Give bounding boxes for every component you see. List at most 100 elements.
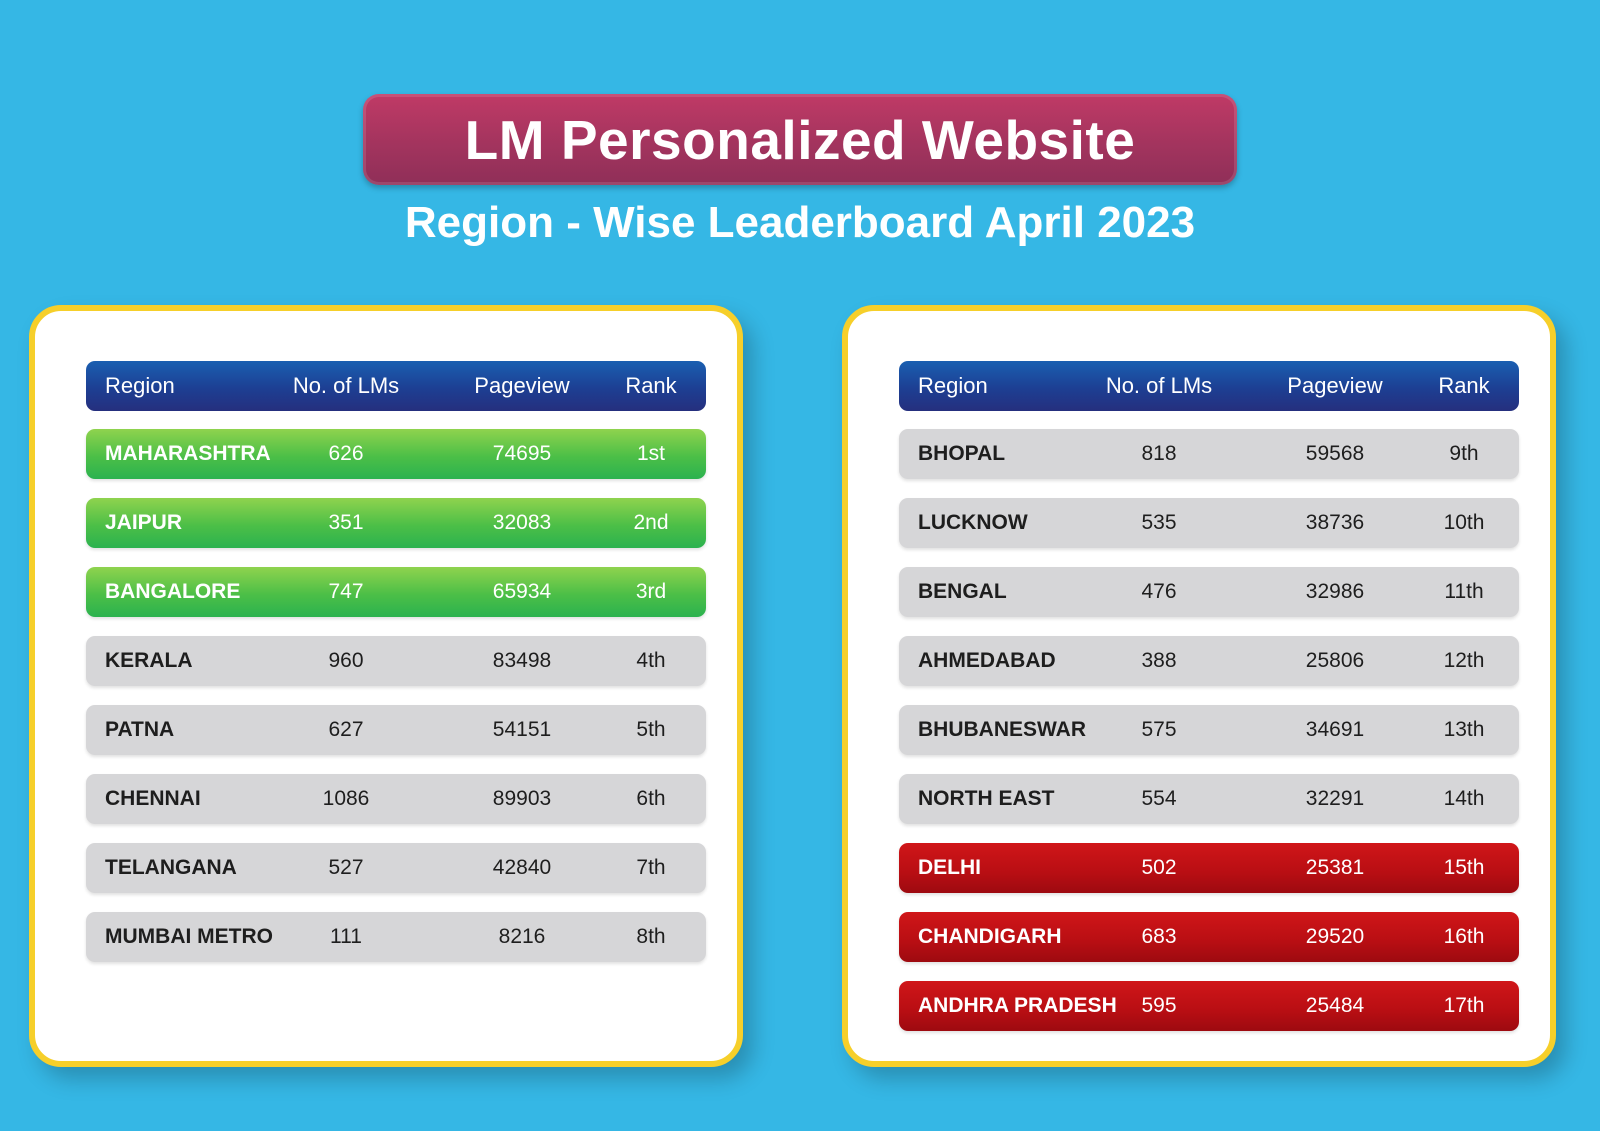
- table-row: CHENNAI 1086 89903 6th: [86, 774, 706, 824]
- cell-region: LUCKNOW: [918, 511, 1028, 534]
- cell-rank: 13th: [1443, 718, 1485, 741]
- cell-lms: 960: [328, 649, 364, 672]
- table-row: MUMBAI METRO 111 8216 8th: [86, 912, 706, 962]
- table-row: BHUBANESWAR 575 34691 13th: [899, 705, 1519, 755]
- cell-lms: 527: [328, 856, 364, 879]
- column-header-rank: Rank: [625, 373, 677, 398]
- cell-region: BHOPAL: [918, 442, 1006, 465]
- cell-pageview: 89903: [492, 787, 552, 810]
- cell-lms: 351: [328, 511, 364, 534]
- cell-region: MAHARASHTRA: [105, 442, 271, 465]
- cell-rank: 12th: [1443, 649, 1485, 672]
- cell-lms: 554: [1141, 787, 1177, 810]
- cell-lms: 683: [1141, 925, 1177, 948]
- page-title: LM Personalized Website: [464, 108, 1136, 171]
- column-header-region: Region: [918, 373, 988, 398]
- cell-region: BANGALORE: [105, 580, 241, 603]
- cell-pageview: 25806: [1305, 649, 1365, 672]
- cell-pageview: 42840: [492, 856, 552, 879]
- cell-rank: 8th: [636, 925, 666, 948]
- cell-rank: 17th: [1443, 994, 1485, 1017]
- cell-lms: 575: [1141, 718, 1177, 741]
- cell-rank: 4th: [636, 649, 666, 672]
- cell-lms: 502: [1141, 856, 1177, 879]
- table-row: MAHARASHTRA 626 74695 1st: [86, 429, 706, 479]
- page-subtitle: Region - Wise Leaderboard April 2023: [404, 198, 1196, 247]
- cell-pageview: 8216: [498, 925, 546, 948]
- cell-rank: 5th: [636, 718, 666, 741]
- table-row: CHANDIGARH 683 29520 16th: [899, 912, 1519, 962]
- cell-lms: 627: [328, 718, 364, 741]
- table-row: BANGALORE 747 65934 3rd: [86, 567, 706, 617]
- cell-lms: 626: [328, 442, 364, 465]
- cell-lms: 747: [328, 580, 364, 603]
- table-row: LUCKNOW 535 38736 10th: [899, 498, 1519, 548]
- cell-lms: 388: [1141, 649, 1177, 672]
- table-row: JAIPUR 351 32083 2nd: [86, 498, 706, 548]
- cell-region: NORTH EAST: [918, 787, 1055, 810]
- table-row: BHOPAL 818 59568 9th: [899, 429, 1519, 479]
- cell-lms: 818: [1141, 442, 1177, 465]
- cell-rank: 9th: [1449, 442, 1479, 465]
- cell-pageview: 34691: [1305, 718, 1365, 741]
- leaderboard-card-left: Region No. of LMs Pageview Rank MAHARASH…: [29, 305, 743, 1067]
- cell-lms: 476: [1141, 580, 1177, 603]
- table-row: ANDHRA PRADESH 595 25484 17th: [899, 981, 1519, 1031]
- cell-region: BENGAL: [918, 580, 1007, 603]
- table-header: Region No. of LMs Pageview Rank: [899, 361, 1519, 411]
- table-header: Region No. of LMs Pageview Rank: [86, 361, 706, 411]
- cell-rank: 11th: [1444, 580, 1484, 603]
- cell-lms: 1086: [322, 787, 370, 810]
- cell-lms: 111: [330, 925, 362, 948]
- column-header-region: Region: [105, 373, 175, 398]
- table-row: KERALA 960 83498 4th: [86, 636, 706, 686]
- cell-rank: 16th: [1443, 925, 1485, 948]
- column-header-rank: Rank: [1438, 373, 1490, 398]
- table-row: AHMEDABAD 388 25806 12th: [899, 636, 1519, 686]
- cell-rank: 6th: [636, 787, 666, 810]
- cell-pageview: 54151: [492, 718, 552, 741]
- cell-region: MUMBAI METRO: [105, 925, 273, 948]
- cell-pageview: 32291: [1305, 787, 1365, 810]
- cell-region: DELHI: [918, 856, 981, 879]
- cell-rank: 2nd: [633, 511, 669, 534]
- cell-rank: 3rd: [635, 580, 667, 603]
- cell-pageview: 65934: [492, 580, 552, 603]
- cell-rank: 10th: [1443, 511, 1485, 534]
- cell-rank: 1st: [636, 442, 665, 465]
- table-row: PATNA 627 54151 5th: [86, 705, 706, 755]
- table-row: BENGAL 476 32986 11th: [899, 567, 1519, 617]
- cell-pageview: 83498: [492, 649, 552, 672]
- cell-pageview: 25381: [1305, 856, 1365, 879]
- column-header-pageview: Pageview: [1287, 373, 1383, 398]
- cell-pageview: 59568: [1305, 442, 1365, 465]
- table-row: TELANGANA 527 42840 7th: [86, 843, 706, 893]
- cell-rank: 7th: [636, 856, 666, 879]
- cell-region: CHENNAI: [105, 787, 201, 810]
- leaderboard-card-right: Region No. of LMs Pageview Rank BHOPAL 8…: [842, 305, 1556, 1067]
- cell-pageview: 38736: [1305, 511, 1365, 534]
- cell-region: PATNA: [105, 718, 175, 741]
- table-row: DELHI 502 25381 15th: [899, 843, 1519, 893]
- cell-pageview: 74695: [492, 442, 552, 465]
- cell-pageview: 25484: [1305, 994, 1365, 1017]
- column-header-pageview: Pageview: [474, 373, 570, 398]
- cell-region: JAIPUR: [105, 511, 183, 534]
- cell-lms: 535: [1141, 511, 1177, 534]
- cell-pageview: 29520: [1305, 925, 1365, 948]
- cell-region: TELANGANA: [105, 856, 237, 879]
- cell-region: CHANDIGARH: [918, 925, 1062, 948]
- table-row: NORTH EAST 554 32291 14th: [899, 774, 1519, 824]
- cell-rank: 14th: [1443, 787, 1485, 810]
- column-header-lms: No. of LMs: [292, 373, 400, 398]
- column-header-lms: No. of LMs: [1105, 373, 1213, 398]
- cell-region: BHUBANESWAR: [918, 718, 1086, 741]
- title-banner: LM Personalized Website: [363, 94, 1237, 185]
- cell-lms: 595: [1141, 994, 1177, 1017]
- cell-region: KERALA: [105, 649, 193, 672]
- cell-pageview: 32083: [492, 511, 552, 534]
- cell-region: ANDHRA PRADESH: [918, 994, 1117, 1017]
- cell-pageview: 32986: [1305, 580, 1365, 603]
- cell-region: AHMEDABAD: [918, 649, 1056, 672]
- cell-rank: 15th: [1443, 856, 1485, 879]
